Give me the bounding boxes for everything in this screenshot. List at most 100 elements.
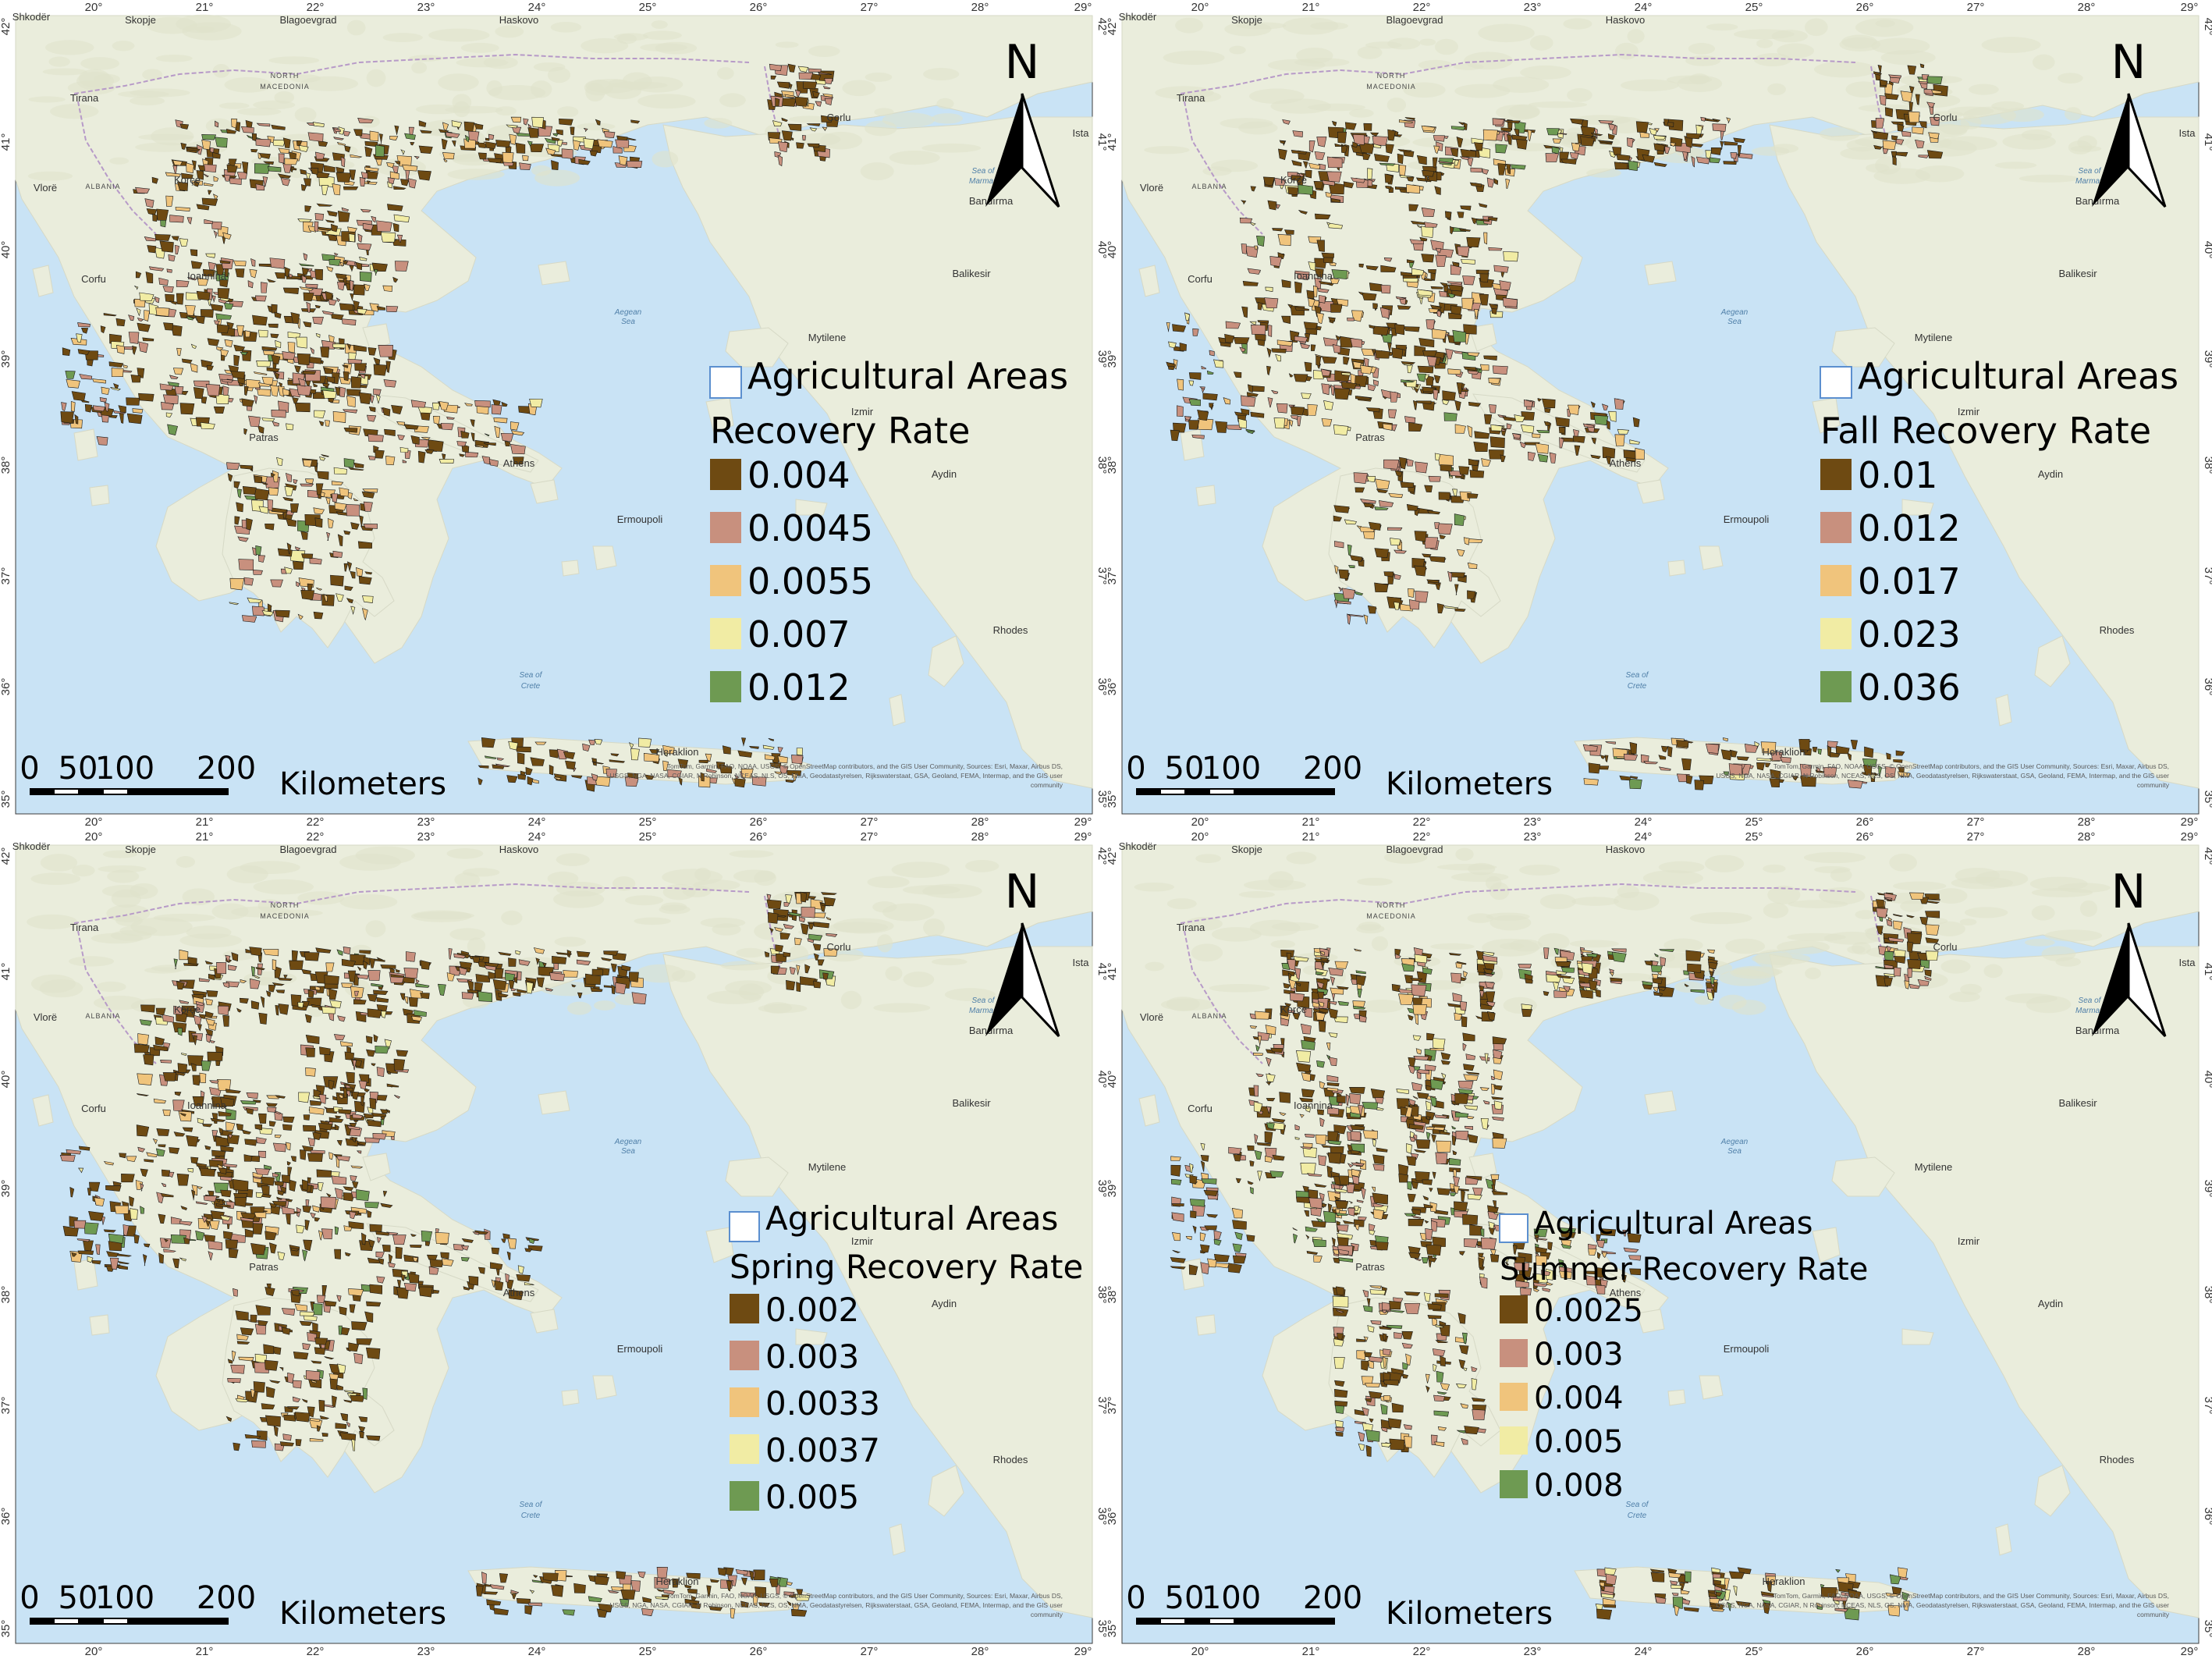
agricultural-areas-layer — [59, 891, 838, 1619]
scale-label: 100 — [95, 1580, 154, 1616]
land-limnos — [1644, 1090, 1677, 1115]
land-limnos — [538, 261, 570, 286]
lon-label-bottom: 21° — [1302, 815, 1320, 829]
land-samos — [1901, 1328, 1934, 1345]
land-karpathos — [889, 1523, 906, 1556]
legend-class-value: 0.003 — [765, 1338, 859, 1376]
place-label-bandirma: Bandırma — [969, 195, 1014, 207]
legend-swatch-class-1 — [710, 459, 741, 490]
place-label-ioannina: Ioannina — [187, 270, 227, 282]
lat-label-right: 38° — [1095, 456, 1106, 474]
lon-label-top: 22° — [307, 830, 325, 844]
place-label-ermoupoli: Ermoupoli — [617, 513, 663, 525]
lat-label-left: 35° — [0, 1620, 12, 1638]
lat-label-left: 40° — [1106, 1071, 1119, 1089]
lat-label-left: 35° — [1106, 790, 1119, 808]
legend-swatch-class-4 — [1500, 1426, 1528, 1455]
lat-label-left: 40° — [0, 1071, 12, 1089]
lon-label-top: 22° — [1413, 1, 1431, 14]
lat-label-left: 38° — [0, 1286, 12, 1304]
place-label-tirana: Tirana — [70, 922, 99, 933]
lat-label-right: 35° — [1095, 790, 1106, 808]
lon-label-bottom: 29° — [2181, 815, 2199, 829]
lon-label-top: 29° — [1074, 830, 1092, 844]
lat-label-left: 38° — [1106, 456, 1119, 474]
lon-label-bottom: 25° — [1745, 1645, 1763, 1658]
place-label-izmir: Izmir — [851, 1235, 874, 1247]
place-label-blagoevgrad: Blagoevgrad — [1386, 14, 1443, 26]
place-label-ist: Ista — [1073, 127, 1090, 139]
lon-label-top: 23° — [1524, 1, 1542, 14]
place-label-patras: Patras — [1355, 1261, 1385, 1273]
land-naxos — [592, 545, 617, 570]
lon-label-bottom: 21° — [196, 1645, 214, 1658]
lon-label-bottom: 28° — [2078, 815, 2096, 829]
north-arrow: N — [2092, 35, 2167, 208]
land-turkey — [1769, 116, 2200, 789]
place-label-crete: Crete — [521, 1512, 541, 1520]
map-panel-spring-recovery-rate: 20° 20° 21° 21° 22° 22° 23° 23° 24° 24° 25° 25° 26° 2… — [0, 830, 1106, 1659]
land-karpathos — [1995, 1523, 2012, 1556]
place-label-athens: Athens — [503, 1287, 535, 1298]
legend-class-value: 0.003 — [1534, 1337, 1624, 1373]
land-thasos — [362, 323, 391, 352]
lat-label-left: 39° — [0, 1180, 12, 1198]
place-label-skodra: Shkodër — [12, 11, 51, 23]
place-label-patras: Patras — [1355, 432, 1385, 443]
place-label-sea-of2: Sea of — [1626, 671, 1649, 680]
map-credits: TomTom, Garmin, FAO, NOAA, USGS, © OpenS… — [609, 1592, 1063, 1618]
lon-label-top: 21° — [1302, 1, 1320, 14]
legend-swatch-class-2 — [1500, 1339, 1528, 1367]
scale-label: 50 — [59, 751, 98, 787]
land-zakynthos — [1195, 485, 1216, 506]
land-zakynthos — [89, 1314, 110, 1336]
lon-label-top: 27° — [1967, 830, 1985, 844]
agricultural-areas-swatch — [709, 366, 742, 399]
land-zakynthos — [1195, 1314, 1216, 1336]
lat-label-right: 41° — [2202, 963, 2212, 981]
place-label-crete: Crete — [1628, 682, 1647, 691]
place-label-aydin: Aydin — [2038, 468, 2063, 480]
lat-label-left: 39° — [0, 350, 12, 368]
lon-label-top: 20° — [85, 830, 103, 844]
place-label-ermoupoli: Ermoupoli — [617, 1343, 663, 1355]
lat-label-left: 41° — [1106, 963, 1119, 981]
legend: Agricultural Areas Summer Recovery Rate 0.… — [1499, 1206, 1868, 1504]
lat-label-left: 40° — [1106, 241, 1119, 259]
land-corfu — [32, 265, 54, 297]
lon-label-bottom: 28° — [971, 1645, 989, 1658]
lat-label-right: 35° — [2202, 790, 2212, 808]
lon-label-top: 25° — [639, 830, 657, 844]
lat-label-left: 38° — [0, 456, 12, 474]
lat-label-left: 42° — [1106, 18, 1119, 36]
place-label-marmara: Marmara — [2075, 1007, 2107, 1015]
place-label-mytilene: Mytilene — [808, 332, 846, 343]
scale-label: 200 — [197, 751, 256, 787]
land-paros — [1667, 560, 1686, 577]
lat-label-right: 42° — [1095, 847, 1106, 865]
north-arrow: N — [985, 35, 1060, 208]
lon-label-top: 22° — [1413, 830, 1431, 844]
lon-label-top: 27° — [861, 830, 879, 844]
land-andros — [530, 1309, 559, 1334]
map-panel-summer-recovery-rate: 20° 20° 21° 21° 22° 22° 23° 23° 24° 24° 25° 25° 26° 2… — [1106, 830, 2212, 1659]
place-label-korce: Korçe — [174, 1004, 201, 1015]
land-samos — [795, 1328, 828, 1345]
place-label-skopje: Skopje — [1231, 844, 1262, 855]
lon-label-bottom: 26° — [750, 1645, 768, 1658]
agricultural-areas-layer — [1170, 892, 1940, 1621]
place-label-patras: Patras — [249, 1261, 279, 1273]
lon-label-top: 21° — [1302, 830, 1320, 844]
legend-title: Summer Recovery Rate — [1500, 1252, 1868, 1288]
lat-label-right: 38° — [2202, 456, 2212, 474]
lon-label-top: 26° — [1856, 830, 1874, 844]
scale-label: 0 — [20, 751, 39, 787]
land-lesvos — [725, 327, 789, 368]
place-label-tirana: Tirana — [1177, 92, 1205, 104]
lon-label-top: 24° — [528, 830, 546, 844]
map-credits: TomTom, Garmin, FAO, NOAA, USGS, © OpenS… — [609, 762, 1063, 789]
place-label-ioannina: Ioannina — [1294, 1099, 1333, 1111]
